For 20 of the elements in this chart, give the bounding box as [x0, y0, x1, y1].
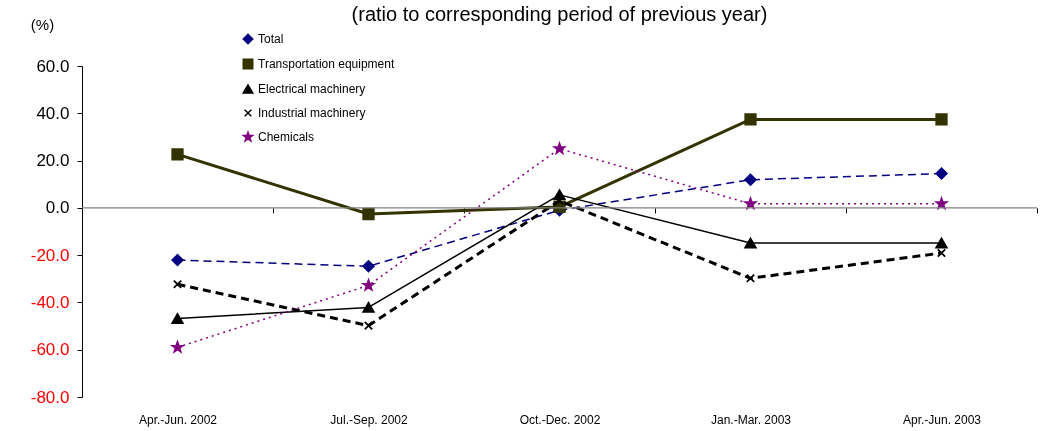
legend-label: Total: [258, 32, 284, 46]
x-tick-label: Jan.-Mar. 2003: [710, 412, 792, 427]
x-tick-label: Jul.-Sep. 2002: [330, 412, 409, 427]
y-axis-title: (%): [30, 15, 55, 33]
y-tick-label: 20.0: [36, 151, 70, 171]
chart-title: (ratio to corresponding period of previous year): [351, 3, 768, 25]
legend-label: Transportation equipment: [258, 57, 395, 71]
y-tick-label: -80.0: [30, 387, 70, 407]
y-tick-label: 0.0: [45, 198, 70, 218]
legend-label: Chemicals: [258, 130, 315, 144]
x-tick-label: Apr.-Jun. 2002: [138, 412, 218, 427]
y-tick-label: -40.0: [30, 292, 70, 312]
y-tick-label: 60.0: [36, 56, 70, 76]
y-tick-label: -20.0: [30, 245, 70, 265]
y-tick-label: -60.0: [30, 340, 70, 360]
legend-label: Electrical machinery: [258, 82, 366, 96]
x-tick-label: Oct.-Dec. 2002: [519, 412, 601, 427]
x-tick-label: Apr.-Jun. 2003: [902, 412, 982, 427]
y-tick-label: 40.0: [36, 103, 70, 123]
legend-label: Industrial machinery: [258, 106, 366, 120]
